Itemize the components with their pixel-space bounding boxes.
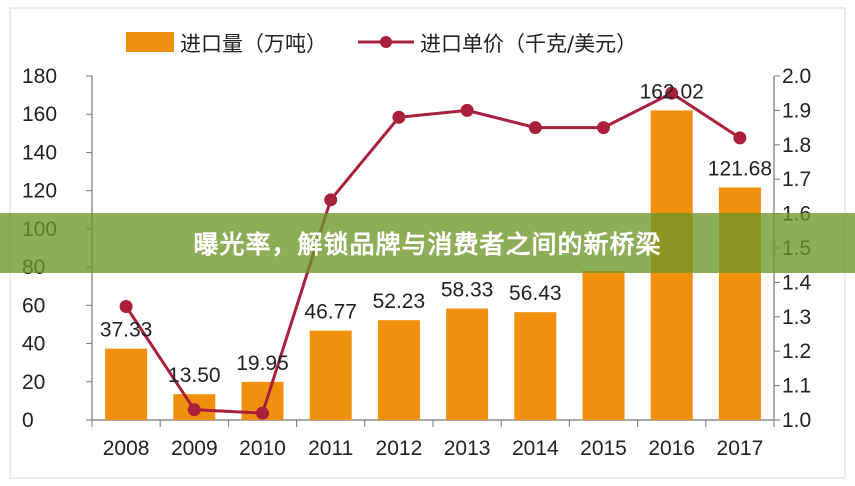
- bar: [582, 270, 625, 420]
- left-tick-label: 140: [22, 141, 57, 164]
- left-tick-label: 180: [22, 65, 57, 88]
- line-point: [665, 86, 679, 100]
- left-tick-label: 0: [22, 409, 34, 432]
- line-point: [119, 299, 133, 313]
- x-tick-label: 2012: [376, 437, 423, 460]
- bar: [446, 308, 489, 420]
- line-point: [597, 121, 610, 135]
- right-tick-label: 1.1: [782, 375, 811, 398]
- right-tick-label: 2.0: [782, 65, 811, 88]
- x-tick-label: 2010: [239, 437, 286, 460]
- legend-line-marker: [380, 36, 392, 48]
- x-tick-label: 2009: [171, 437, 218, 460]
- left-tick-label: 40: [22, 333, 45, 356]
- right-tick-label: 1.0: [782, 409, 811, 432]
- line-point: [733, 131, 747, 145]
- x-tick-label: 2013: [444, 437, 491, 460]
- left-tick-label: 160: [22, 103, 57, 126]
- right-tick-label: 1.2: [782, 340, 811, 363]
- x-tick-label: 2011: [308, 437, 353, 460]
- right-tick-label: 1.7: [782, 168, 811, 191]
- bar-value-label: 52.23: [373, 290, 426, 313]
- bar-value-label: 46.77: [304, 301, 357, 324]
- legend: 进口量（万吨） 进口单价（千克/美元）: [126, 32, 637, 56]
- bar-value-label: 56.43: [509, 282, 562, 305]
- legend-line-label: 进口单价（千克/美元）: [420, 32, 637, 56]
- right-tick-label: 1.8: [782, 134, 811, 157]
- line-point: [187, 403, 201, 417]
- line-series: [119, 86, 747, 420]
- bar-value-label: 162.02: [640, 80, 704, 103]
- bar-value-label: 37.33: [100, 319, 153, 342]
- line-point: [256, 406, 269, 420]
- line-point: [392, 110, 406, 124]
- line-point: [460, 103, 474, 117]
- x-tick-label: 2016: [648, 437, 695, 460]
- bar-value-label: 121.68: [708, 157, 772, 180]
- bar-value-label: 58.33: [441, 279, 494, 302]
- right-tick-label: 1.3: [782, 306, 811, 329]
- right-tick-label: 1.9: [782, 99, 811, 122]
- bar: [105, 348, 148, 420]
- x-tick-label: 2015: [580, 437, 627, 460]
- line-point: [528, 121, 542, 135]
- banner-text: 曝光率，解锁品牌与消费者之间的新桥梁: [193, 230, 662, 259]
- data-labels: 37.33 13.50 19.95 46.77 52.23 58.33 56.43 162.0…: [100, 80, 772, 387]
- legend-bar-label: 进口量（万吨）: [180, 32, 327, 56]
- line-path: [124, 91, 741, 415]
- bar: [377, 320, 420, 420]
- banner: 曝光率，解锁品牌与消费者之间的新桥梁: [0, 213, 855, 273]
- line-point: [324, 193, 338, 207]
- bar-value-label: 13.50: [168, 364, 221, 387]
- bar: [514, 312, 557, 420]
- x-tick-label: 2008: [103, 437, 150, 460]
- x-tick-label: 2014: [512, 437, 559, 460]
- left-tick-label: 20: [22, 371, 45, 394]
- bar-value-label: 19.95: [236, 352, 289, 375]
- left-tick-label: 60: [22, 294, 45, 317]
- left-tick-label: 120: [22, 180, 57, 203]
- x-tick-label: 2017: [717, 437, 764, 460]
- bar: [309, 330, 352, 420]
- right-tick-label: 1.4: [782, 271, 812, 294]
- legend-bar-swatch: [126, 32, 174, 52]
